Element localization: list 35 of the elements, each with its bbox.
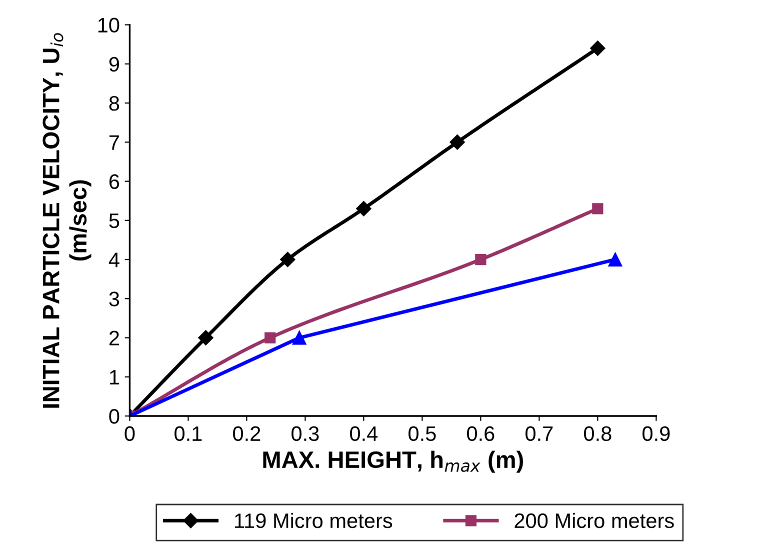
- x-tick-label: 0: [124, 426, 135, 442]
- x-tick-label: 0.4: [350, 426, 378, 442]
- point: [198, 330, 214, 346]
- y-tick-label: 9: [109, 56, 119, 72]
- legend-label: 119 Micro meters: [235, 512, 392, 528]
- y-tick-label: 6: [109, 174, 120, 190]
- point: [450, 134, 465, 150]
- x-tick-label: 0.7: [526, 426, 553, 442]
- y-tick-label: 4: [108, 252, 120, 268]
- point: [280, 252, 296, 268]
- y-tick-label: 10: [98, 18, 120, 33]
- x-tick-label: 0.9: [642, 426, 670, 442]
- point: [590, 40, 606, 56]
- x-tick-label: 0.5: [408, 426, 436, 442]
- point: [592, 203, 604, 214]
- y-tick-label: 1: [110, 370, 119, 384]
- y-tick-label: 2: [109, 330, 119, 346]
- point: [356, 201, 372, 216]
- x-tick-label: 0.8: [584, 426, 612, 442]
- y-tick-label: 3: [109, 292, 120, 306]
- y-tick-label: 7: [109, 135, 119, 150]
- y-tick-label: 5: [109, 214, 120, 228]
- y-tick-label: 0: [109, 409, 120, 424]
- x-tick-label: 0.6: [467, 426, 494, 442]
- legend-label: 200 Micro meters: [514, 512, 674, 528]
- x-tick-label: 0.3: [292, 426, 319, 442]
- x-tick-label: 0.2: [233, 426, 260, 442]
- point: [292, 330, 306, 345]
- y-tick-label: 8: [109, 96, 120, 111]
- x-axis-title: MAX. HEIGHT, h$_{max}$ (m): [263, 450, 523, 473]
- x-tick-label: 0.1: [174, 426, 202, 442]
- point: [475, 254, 486, 266]
- point: [608, 252, 622, 266]
- text: INITIAL PARTICLE VELOCITY, U$_{io}$ (m/sec): [42, 33, 92, 408]
- point: [264, 332, 276, 344]
